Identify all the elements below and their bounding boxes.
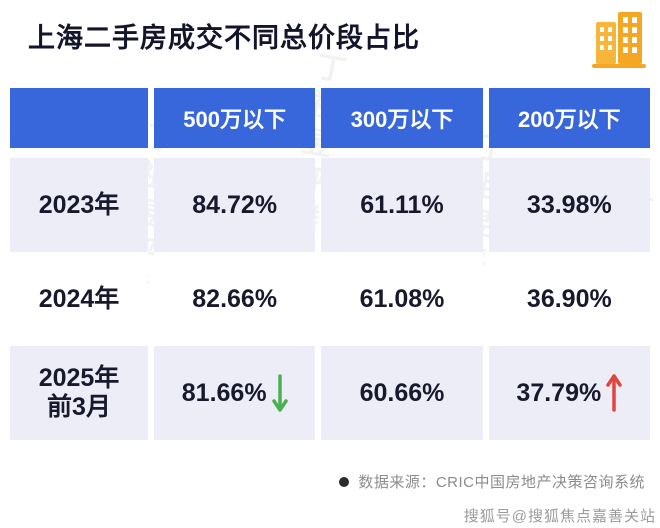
value-2024-500w: 82.66% bbox=[154, 252, 316, 346]
table-header-under-500w: 500万以下 bbox=[154, 88, 316, 148]
year-label: 2024年 bbox=[38, 284, 120, 313]
year-sublabel: 前3月 bbox=[47, 393, 111, 421]
down-arrow-icon bbox=[271, 374, 288, 412]
page-title: 上海二手房成交不同总价段占比 bbox=[28, 23, 420, 53]
table-header-under-200w: 200万以下 bbox=[488, 88, 650, 148]
value-2025q1-300w: 60.66% bbox=[321, 346, 483, 440]
building-icon bbox=[592, 12, 646, 68]
value-2025q1-200w: 37.79% bbox=[488, 346, 650, 440]
table-row-2025q1: 2025年 前3月 81.66% 60.66% 37.79% bbox=[10, 346, 650, 440]
row-label-2024: 2024年 bbox=[10, 252, 148, 346]
row-label-2023: 2023年 bbox=[10, 158, 148, 252]
value-2025q1-500w: 81.66% bbox=[154, 346, 316, 440]
value-2023-300w: 61.11% bbox=[321, 158, 483, 252]
value-2024-200w: 36.90% bbox=[488, 252, 650, 346]
value-2023-500w: 84.72% bbox=[154, 158, 316, 252]
table-header-corner-cell bbox=[10, 88, 148, 148]
table-header-under-300w: 300万以下 bbox=[321, 88, 483, 148]
table-row-2023: 2023年 84.72% 61.11% 33.98% bbox=[10, 158, 650, 252]
price-segment-table: 500万以下 300万以下 200万以下 2023年 84.72% 61.11%… bbox=[10, 88, 650, 440]
year-label: 2023年 bbox=[38, 190, 120, 219]
row-label-2025q1: 2025年 前3月 bbox=[10, 346, 148, 440]
publisher-credit: 搜狐号@搜狐焦点嘉善关站 bbox=[463, 508, 656, 525]
value-text: 37.79% bbox=[516, 378, 602, 407]
source-bullet-dot bbox=[339, 476, 350, 487]
year-label: 2025年 bbox=[38, 364, 120, 393]
source-text: 数据来源：CRIC中国房地产决策咨询系统 bbox=[358, 474, 645, 491]
up-arrow-icon bbox=[606, 374, 622, 412]
data-source: 数据来源：CRIC中国房地产决策咨询系统 bbox=[339, 471, 645, 492]
table-row-2024: 2024年 82.66% 61.08% 36.90% bbox=[10, 252, 650, 346]
table-header-row: 500万以下 300万以下 200万以下 bbox=[10, 88, 650, 148]
value-2023-200w: 33.98% bbox=[488, 158, 650, 252]
value-2024-300w: 61.08% bbox=[321, 252, 483, 346]
value-text: 81.66% bbox=[181, 378, 267, 407]
